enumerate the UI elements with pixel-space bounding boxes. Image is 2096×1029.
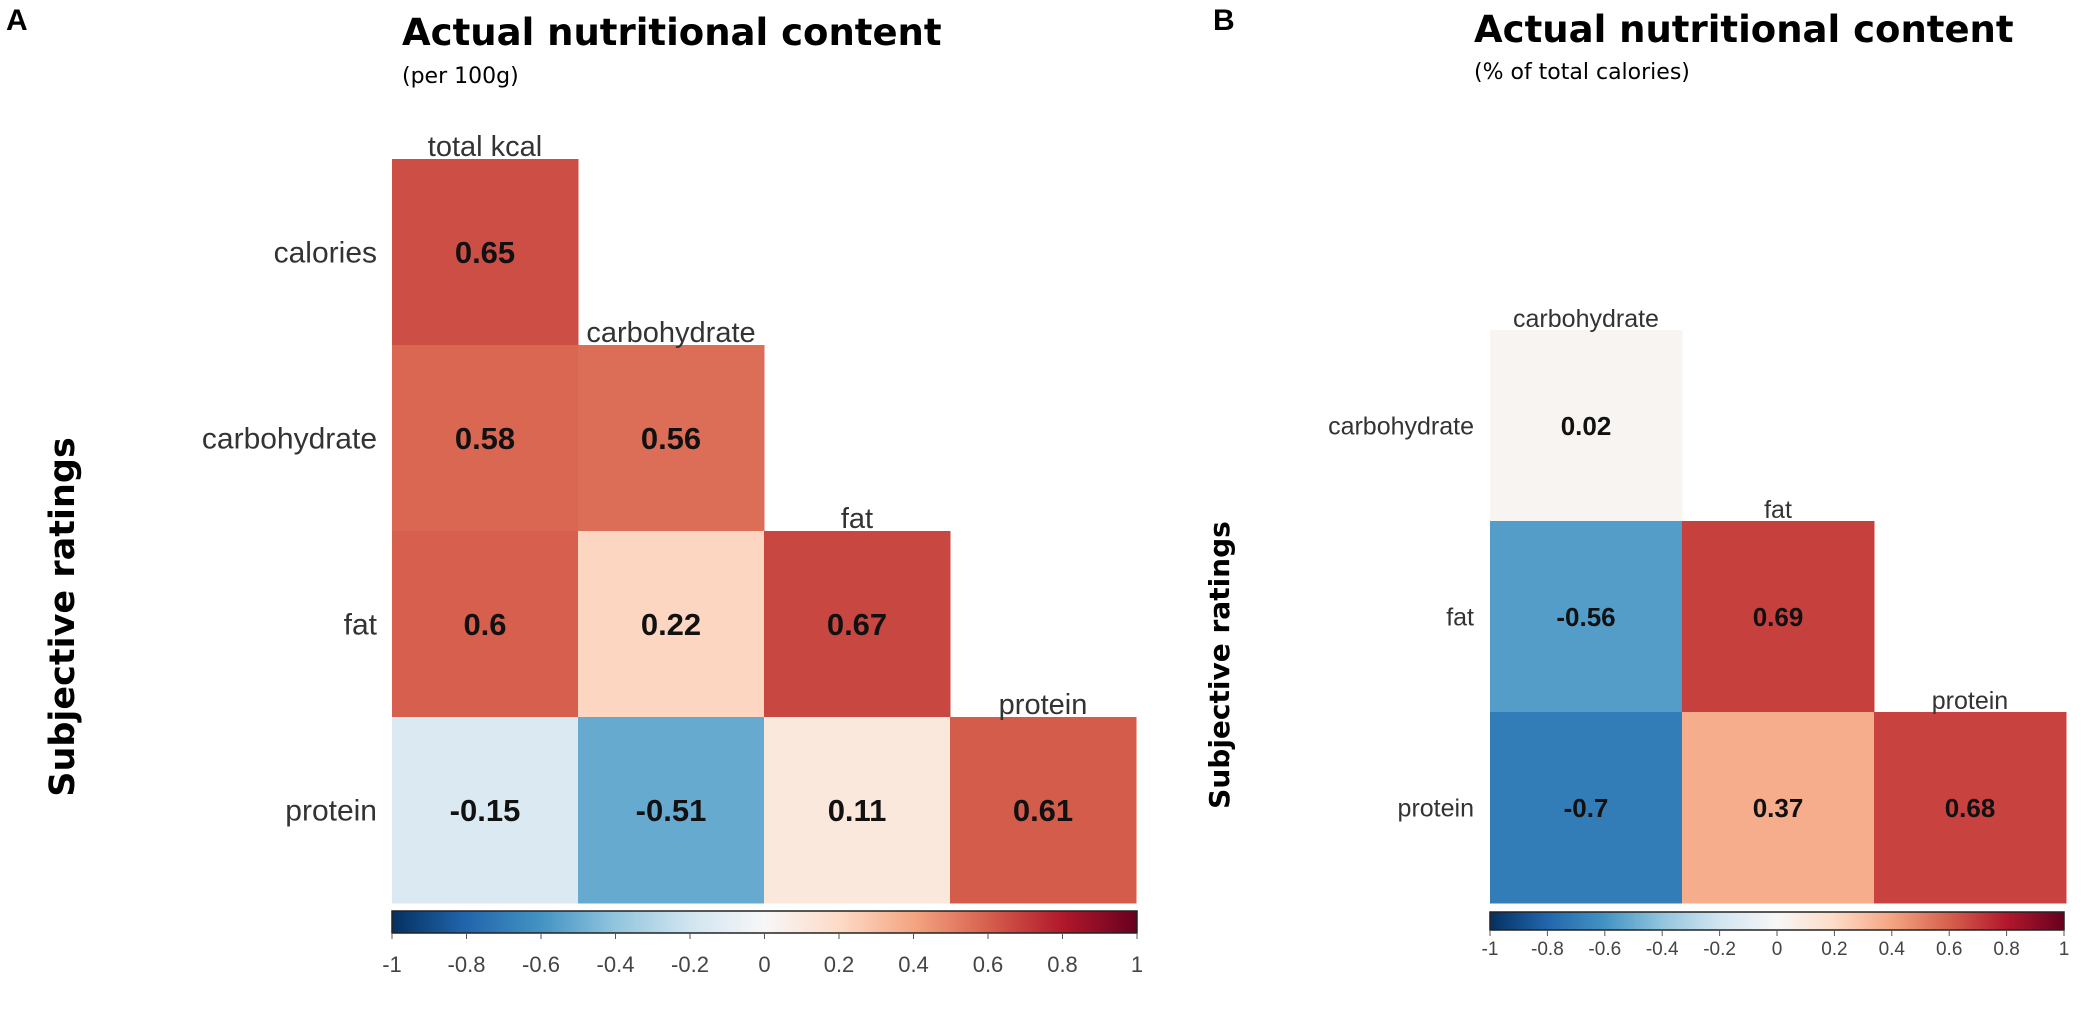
panel-a-colorbar-tick-label: 1	[1131, 952, 1143, 977]
panel-a-colorbar-tick-label: 0.2	[824, 952, 855, 977]
panel-b-cell-r1-c0	[1490, 521, 1683, 713]
panel-a-cell-r3-c0	[392, 717, 579, 904]
panel-a-cell-value: 0.6	[463, 607, 506, 642]
panel-b-cell-value: 0.68	[1945, 793, 1996, 823]
panel-a-cell-r3-c2	[764, 717, 951, 904]
panel-b-colorbar-tick-label: 0.6	[1936, 939, 1962, 960]
panel-a-title: Actual nutritional content	[402, 11, 942, 54]
panel-b-colorbar-gradient	[1489, 911, 2065, 931]
panel-a-column-label: carbohydrate	[586, 317, 755, 349]
panel-a-subtitle: (per 100g)	[402, 64, 519, 89]
panel-a-colorbar-tick-label: 0.8	[1047, 952, 1078, 977]
panel-a-cell-r2-c0	[392, 531, 579, 718]
panel-a-cell-value: 0.56	[641, 421, 701, 456]
panel-a-row-label: carbohydrate	[202, 423, 377, 456]
panel-a-row-label: fat	[344, 609, 378, 642]
panel-b-cell-r0-c0	[1490, 330, 1683, 522]
panel-a-colorbar-tick-label: 0	[758, 952, 770, 977]
panel-b-cell-value: 0.37	[1753, 793, 1804, 823]
panel-a-colorbar-tick-label: 0.6	[973, 952, 1004, 977]
panel-a-colorbar-tick-label: -0.6	[522, 952, 560, 977]
panel-a-colorbar-tick-label: 0.4	[898, 952, 929, 977]
panel-a-cell-r2-c1	[578, 531, 765, 718]
panel-b-cell-value: 0.02	[1561, 411, 1612, 441]
panel-a: A Actual nutritional content (per 100g) …	[6, 4, 1143, 977]
panel-a-colorbar-tick-label: -0.2	[671, 952, 709, 977]
panel-b-column-label: protein	[1932, 687, 2008, 715]
panel-b-colorbar-tick-label: 0.8	[1993, 939, 2019, 960]
panel-b: B Actual nutritional content (% of total…	[1203, 4, 2069, 960]
panel-b-colorbar-tick-label: -1	[1482, 939, 1499, 960]
panel-a-cell-r0-c0	[392, 159, 579, 346]
panel-b-row-label: protein	[1398, 794, 1474, 822]
panel-b-colorbar-tick-label: -0.2	[1703, 939, 1736, 960]
panel-b-colorbar-tick-label: -0.4	[1646, 939, 1679, 960]
panel-b-cell-value: -0.56	[1556, 602, 1615, 632]
panel-a-colorbar-tick-label: -1	[382, 952, 402, 977]
panel-b-heatmap: 0.02 -0.56 0.69 -0.7 0.37 0.68 carbohydrate fat…	[1328, 305, 2067, 904]
panel-a-column-label: fat	[841, 503, 873, 535]
panel-b-cell-value: 0.69	[1753, 602, 1804, 632]
panel-letter-b: B	[1213, 4, 1235, 37]
panel-b-colorbar-tick-label: 0.2	[1821, 939, 1847, 960]
panel-a-row-label: protein	[285, 795, 377, 828]
panel-b-cell-r2-c2	[1874, 712, 2067, 904]
panel-a-cell-value: 0.65	[455, 235, 515, 270]
panel-a-cell-value: 0.58	[455, 421, 515, 456]
panel-b-title: Actual nutritional content	[1474, 8, 2014, 51]
panel-b-column-label: carbohydrate	[1513, 305, 1659, 333]
panel-b-colorbar-tick-label: 0.4	[1879, 939, 1906, 960]
panel-b-colorbar-tick-label: -0.6	[1588, 939, 1621, 960]
panel-a-colorbar-tick-label: -0.8	[448, 952, 486, 977]
panel-a-column-label: protein	[999, 689, 1088, 721]
panel-a-cell-r1-c1	[578, 345, 765, 532]
panel-a-cell-value: 0.22	[641, 607, 701, 642]
panel-a-cell-r1-c0	[392, 345, 579, 532]
panel-b-row-label: carbohydrate	[1328, 412, 1474, 440]
panel-a-column-label: total kcal	[428, 131, 542, 163]
panel-b-y-axis-title: Subjective ratings	[1203, 521, 1236, 809]
panel-a-colorbar-gradient	[391, 910, 1138, 934]
panel-b-colorbar: -1 -0.8 -0.6 -0.4 -0.2 0 0.2 0.4 0.6 0.8 1	[1482, 911, 2070, 960]
panel-a-cell-value: -0.51	[636, 793, 707, 828]
panel-b-row-label: fat	[1446, 603, 1474, 631]
panel-b-cell-r2-c0	[1490, 712, 1683, 904]
panel-b-column-label: fat	[1764, 496, 1792, 524]
panel-a-colorbar: -1 -0.8 -0.6 -0.4 -0.2 0 0.2 0.4 0.6 0.8 1	[382, 910, 1143, 977]
panel-letter-a: A	[6, 4, 28, 37]
panel-b-cell-r2-c1	[1682, 712, 1875, 904]
panel-a-cell-value: 0.61	[1013, 793, 1073, 828]
panel-a-cell-r3-c3	[950, 717, 1137, 904]
panel-b-cell-r1-c1	[1682, 521, 1875, 713]
panel-b-colorbar-tick-label: 0	[1772, 939, 1783, 960]
panel-a-row-label: calories	[274, 237, 377, 270]
panel-b-colorbar-tick-label: -0.8	[1531, 939, 1564, 960]
panel-a-cell-value: 0.67	[827, 607, 887, 642]
panel-a-cell-value: 0.11	[828, 793, 887, 828]
panel-b-colorbar-tick-label: 1	[2059, 939, 2070, 960]
panel-a-cell-r3-c1	[578, 717, 765, 904]
panel-b-cell-value: -0.7	[1564, 793, 1609, 823]
panel-b-subtitle: (% of total calories)	[1474, 60, 1690, 85]
panel-a-y-axis-title: Subjective ratings	[43, 437, 83, 797]
panel-a-heatmap: 0.65 0.58 0.56 0.6 0.22 0.67 -0.15 -0.51 0.11 0.6…	[202, 131, 1137, 904]
panel-a-cell-value: -0.15	[450, 793, 521, 828]
panel-a-colorbar-tick-label: -0.4	[597, 952, 635, 977]
panel-a-cell-r2-c2	[764, 531, 951, 718]
